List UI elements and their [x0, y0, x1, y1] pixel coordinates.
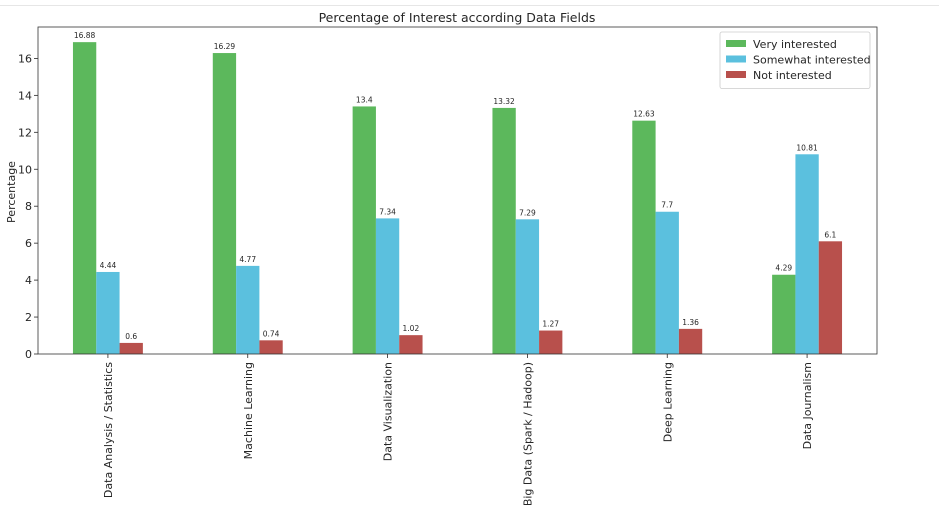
bar-value-label: 16.29 [214, 42, 236, 51]
bar-value-label: 1.02 [403, 324, 420, 333]
legend-swatch-3 [726, 71, 746, 78]
axes-layer: Data Analysis / Statistics Machine Learni… [18, 26, 878, 506]
bar-value-label: 0.74 [263, 329, 280, 338]
y-tick-label: 6 [25, 237, 32, 250]
y-tick-label: 16 [18, 52, 32, 65]
bar-1-2 [212, 53, 237, 354]
bar-3-5 [678, 328, 703, 354]
bar-3-6 [818, 241, 843, 354]
chart-title: Percentage of Interest according Data Fi… [319, 10, 596, 25]
bar-3-1 [119, 342, 143, 354]
y-tick-label: 4 [25, 274, 32, 287]
bar-value-label: 0.6 [125, 332, 137, 341]
bar-2-4 [515, 219, 540, 354]
x-tick-label: Machine Learning [242, 362, 255, 459]
y-tick-label: 14 [18, 89, 32, 102]
bar-1-1 [72, 42, 97, 355]
bars-layer [72, 42, 843, 355]
legend-label-1: Very interested [753, 38, 837, 51]
bar-value-label: 10.81 [796, 143, 818, 152]
y-tick-label: 8 [25, 200, 32, 213]
y-tick-label: 0 [25, 348, 32, 361]
bar-value-label: 4.77 [239, 255, 256, 264]
y-axis-label: Percentage [5, 161, 18, 223]
bar-value-label: 13.32 [493, 97, 515, 106]
legend-swatch-2 [726, 55, 746, 63]
bar-value-label: 7.7 [661, 201, 673, 210]
bar-2-3 [375, 218, 400, 354]
bar-value-label: 16.88 [74, 31, 96, 40]
x-tick-label: Data Journalism [801, 362, 814, 449]
bar-2-1 [96, 271, 120, 354]
legend-label-2: Somewhat interested [753, 54, 871, 67]
bar-value-label: 7.34 [379, 207, 396, 216]
legend-label-3: Not interested [753, 69, 832, 82]
bar-value-label: 7.29 [519, 208, 536, 217]
bar-3-3 [399, 335, 423, 354]
x-tick-label: Data Analysis / Statistics [102, 362, 115, 498]
plot-frame [37, 26, 878, 355]
bar-value-label: 1.27 [542, 320, 559, 329]
bar-value-label: 4.29 [775, 264, 792, 273]
bar-value-label: 13.4 [356, 95, 373, 104]
bar-value-label: 6.1 [824, 230, 836, 239]
bar-3-4 [539, 330, 563, 354]
notebook-output-top-border [0, 0, 939, 6]
x-tick-label: Data Visualization [382, 362, 395, 461]
y-tick-label: 10 [18, 163, 32, 176]
legend: Very interested Somewhat interested Not in… [719, 31, 871, 89]
y-tick-label: 2 [25, 311, 32, 324]
legend-swatch-1 [726, 40, 746, 47]
bar-3-2 [259, 340, 283, 354]
legend-box [719, 31, 871, 89]
x-tick-label: Deep Learning [661, 362, 674, 442]
bar-1-6 [772, 274, 796, 354]
bar-1-5 [632, 120, 656, 354]
bar-value-label: 12.63 [633, 110, 655, 119]
bar-labels-layer: 16.88 4.44 0.6 16.29 4.77 0.74 13.4 7.34 1.02 13.… [74, 31, 837, 341]
bar-2-5 [655, 211, 679, 354]
bar-1-3 [352, 106, 376, 355]
bar-2-2 [236, 265, 260, 354]
y-tick-label: 12 [18, 126, 32, 139]
bar-value-label: 1.36 [682, 318, 699, 327]
bar-1-4 [492, 107, 516, 355]
bar-value-label: 4.44 [100, 261, 117, 270]
x-tick-label: Big Data (Spark / Hadoop) [521, 362, 534, 506]
bar-2-6 [795, 154, 819, 354]
